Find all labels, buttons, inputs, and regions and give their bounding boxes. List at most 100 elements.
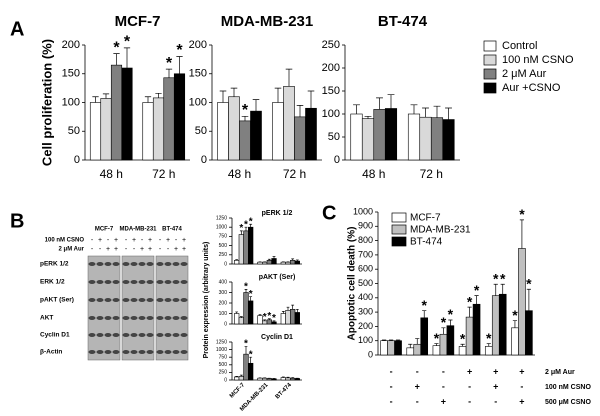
bar: [228, 96, 240, 161]
y-tick-label: 700: [358, 249, 373, 259]
blot-band: [138, 280, 146, 284]
blot-band: [156, 262, 164, 266]
blot-image: [121, 255, 155, 361]
legend-swatch: [483, 82, 497, 94]
blot-band: [156, 333, 164, 337]
blot-band: [112, 350, 120, 354]
bar: [419, 116, 432, 161]
significance-mark: *: [242, 102, 249, 119]
y-tick-label: 100: [322, 108, 340, 120]
y-axis-label: Apoptotic cell death (%): [347, 227, 358, 341]
error-bar: [258, 314, 262, 316]
bar: [250, 110, 262, 161]
blot-row-label: Cyclin D1: [40, 332, 70, 339]
bar: [152, 97, 165, 161]
bar: [458, 346, 467, 356]
panel-label: B: [10, 210, 24, 232]
blot-sign: +: [140, 246, 144, 253]
bar: [294, 116, 306, 161]
blot-group-label: MDA-MB-231: [119, 227, 157, 233]
error-bar: [244, 289, 248, 293]
bar: [498, 293, 507, 356]
blot-sign: -: [125, 237, 128, 244]
significance-mark: *: [272, 313, 276, 324]
blot-band: [146, 262, 154, 266]
blot-band: [130, 298, 138, 302]
blot-band: [88, 298, 96, 302]
x-tick-label: 72 h: [152, 167, 175, 181]
bar: [121, 67, 133, 161]
y-tick-label: 0: [74, 154, 80, 166]
y-tick-label: 0: [201, 154, 207, 166]
chart-title: BT-474: [378, 13, 428, 30]
treatment-label: 100 nM CSNO: [545, 384, 591, 391]
y-tick-label: 0: [224, 377, 227, 383]
blot-treatment-label: 2 μM Aur: [59, 247, 85, 253]
blot-group-label: BT-474: [162, 227, 182, 233]
blot-band: [122, 280, 130, 284]
y-tick-label: 400: [358, 292, 373, 302]
error-bar: [249, 356, 253, 364]
bar: [432, 345, 441, 356]
treatment-sign: -: [468, 396, 471, 406]
blot-sign: +: [106, 246, 110, 253]
treatment-sign: +: [493, 366, 498, 376]
y-tick-label: 100: [358, 335, 373, 345]
y-tick-label: 50: [328, 131, 340, 143]
blot-band: [112, 333, 120, 337]
significance-mark: *: [512, 307, 518, 323]
bar: [243, 230, 249, 265]
legend-swatch: [391, 224, 407, 235]
x-tick-label: MCF-7: [229, 382, 247, 400]
treatment-sign: +: [519, 366, 524, 376]
error-bar: [388, 339, 394, 341]
chart-title: pERK 1/2: [262, 210, 293, 217]
blot-band: [96, 350, 104, 354]
error-bar: [244, 346, 248, 355]
legend-label: 2 μM Aur: [502, 68, 547, 80]
error-bar: [512, 320, 518, 328]
error-bar: [239, 230, 243, 235]
y-tick-label: 0: [224, 321, 227, 327]
bar: [413, 343, 422, 356]
bar: [280, 313, 286, 325]
y-tick-label: 250: [322, 39, 340, 51]
error-bar: [235, 311, 239, 314]
significance-mark: *: [448, 306, 454, 322]
bar: [484, 346, 493, 356]
chart-title: pAKT (Ser): [259, 274, 296, 281]
significance-mark: *: [267, 311, 271, 322]
blot-band: [138, 298, 146, 302]
error-bar: [144, 96, 152, 103]
bar: [262, 377, 268, 381]
bar: [407, 113, 421, 161]
panel-label: C: [322, 202, 336, 224]
y-tick-label: 0: [368, 349, 373, 359]
legend-label: MCF-7: [410, 213, 441, 224]
error-bar: [113, 53, 120, 66]
bar: [280, 261, 286, 265]
blot-band: [130, 316, 138, 320]
error-bar: [263, 319, 267, 321]
y-tick-label: 500: [219, 362, 228, 368]
error-bar: [364, 115, 372, 119]
error-bar: [267, 318, 271, 320]
blot-band: [146, 333, 154, 337]
blot-sign: -: [141, 237, 144, 244]
significance-mark: *: [249, 289, 253, 300]
blot-sign: -: [159, 237, 162, 244]
blot-band: [130, 333, 138, 337]
bar: [248, 226, 254, 265]
error-bar: [272, 256, 276, 259]
bar: [394, 340, 402, 356]
bar: [387, 340, 395, 356]
bar: [406, 347, 415, 356]
y-axis-label: Protein expression (arbitrary units): [203, 242, 210, 359]
error-bar: [249, 296, 253, 301]
error-bar: [281, 376, 285, 378]
bar: [257, 261, 263, 265]
y-tick-label: 250: [219, 252, 228, 258]
y-tick-label: 100: [189, 96, 207, 108]
panel-label: A: [10, 18, 24, 40]
error-bar: [526, 288, 531, 311]
